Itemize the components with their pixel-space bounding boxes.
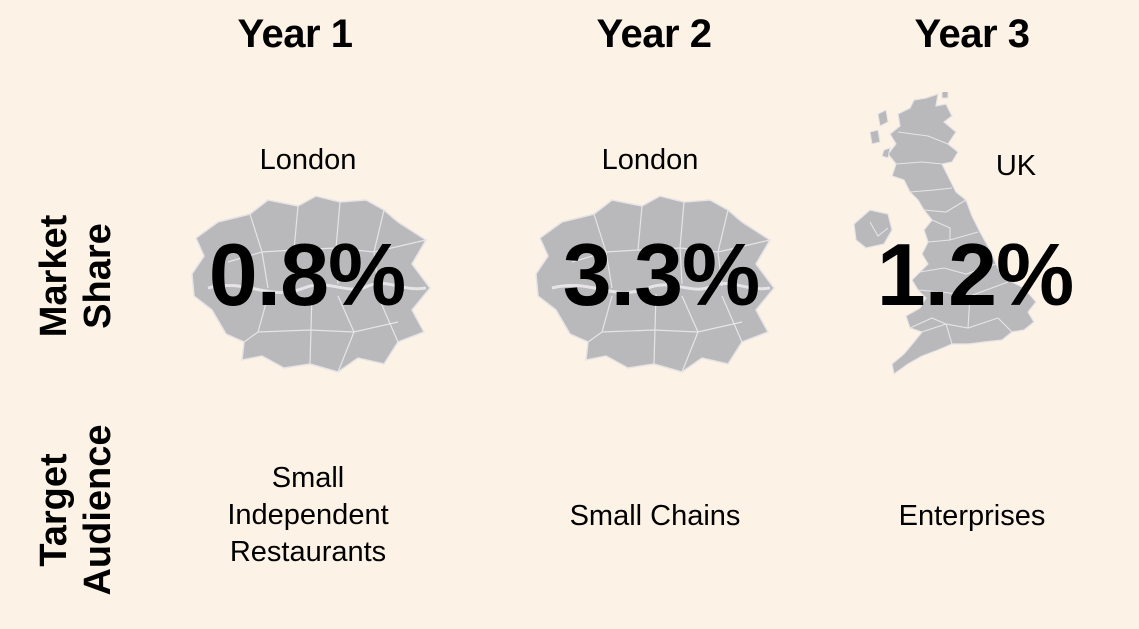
row-label-market-share-line2: Share	[77, 223, 119, 329]
audience-year-1-line2: Independent	[227, 499, 389, 531]
row-label-market-share: Market Share	[32, 196, 120, 356]
region-label-year-1: London	[259, 144, 357, 176]
column-header-year-2: Year 2	[596, 12, 712, 56]
row-label-target-audience-line1: Target	[33, 453, 75, 567]
london-map-year-2	[532, 192, 780, 374]
target-audience-year-3: Enterprises	[842, 498, 1102, 535]
audience-year-3-line1: Enterprises	[898, 500, 1046, 532]
row-label-market-share-line1: Market	[33, 214, 75, 338]
column-header-year-3: Year 3	[914, 12, 1030, 56]
region-label-year-2: London	[601, 144, 699, 176]
uk-map-year-3	[848, 92, 1038, 376]
region-label-year-3: UK	[995, 150, 1037, 182]
audience-year-1-line3: Restaurants	[229, 536, 387, 568]
audience-year-1-line1: Small	[271, 462, 345, 494]
column-header-year-1: Year 1	[237, 12, 353, 56]
row-label-target-audience-line2: Audience	[77, 424, 119, 596]
row-label-target-audience: Target Audience	[32, 405, 120, 615]
market-share-year-1: 0.8%	[208, 225, 407, 324]
london-map-year-1	[188, 192, 436, 374]
target-audience-year-1: Small Independent Restaurants	[178, 460, 438, 571]
market-share-year-3: 1.2%	[876, 225, 1075, 324]
target-audience-year-2: Small Chains	[525, 498, 785, 535]
market-share-year-2: 3.3%	[562, 225, 761, 324]
audience-year-2-line1: Small Chains	[569, 500, 741, 532]
